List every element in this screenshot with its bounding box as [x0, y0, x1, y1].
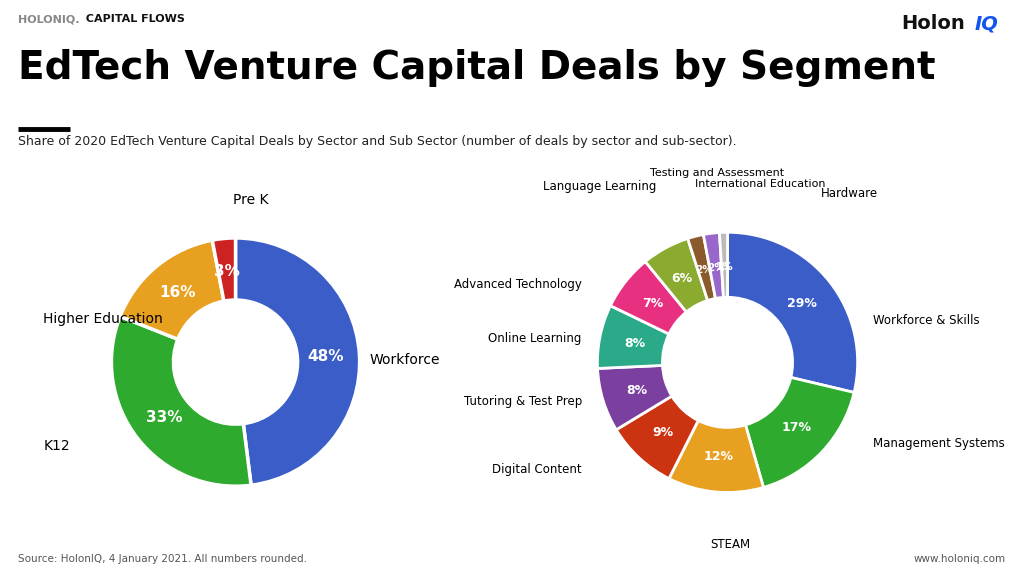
Text: Workforce & Skills: Workforce & Skills — [873, 314, 980, 327]
Text: EdTech Venture Capital Deals by Segment: EdTech Venture Capital Deals by Segment — [18, 49, 936, 87]
Text: Holon: Holon — [901, 14, 965, 33]
Wedge shape — [616, 396, 698, 479]
Text: 16%: 16% — [160, 285, 196, 300]
Text: 8%: 8% — [626, 383, 647, 397]
Wedge shape — [669, 421, 764, 492]
Text: Advanced Technology: Advanced Technology — [454, 278, 582, 291]
Text: 1%: 1% — [716, 262, 733, 273]
Text: Hardware: Hardware — [821, 187, 879, 200]
Text: 29%: 29% — [787, 297, 817, 310]
Text: 12%: 12% — [703, 451, 733, 463]
Text: Language Learning: Language Learning — [543, 180, 656, 193]
Wedge shape — [720, 232, 727, 297]
Text: Pre K: Pre K — [232, 193, 268, 207]
Wedge shape — [703, 232, 724, 298]
Text: 48%: 48% — [307, 349, 344, 364]
Wedge shape — [598, 366, 672, 430]
Wedge shape — [212, 238, 236, 301]
Text: International Education: International Education — [695, 179, 825, 189]
Text: 2%: 2% — [695, 265, 713, 276]
Text: 33%: 33% — [145, 410, 182, 425]
Wedge shape — [727, 232, 858, 393]
Text: 3%: 3% — [214, 265, 240, 280]
Text: Management Systems: Management Systems — [873, 437, 1005, 449]
Wedge shape — [597, 306, 669, 369]
Text: STEAM: STEAM — [710, 538, 751, 551]
Wedge shape — [645, 239, 708, 312]
Text: Source: HolonIQ, 4 January 2021. All numbers rounded.: Source: HolonIQ, 4 January 2021. All num… — [18, 554, 307, 564]
Text: 17%: 17% — [781, 421, 811, 435]
Text: Higher Education: Higher Education — [43, 312, 163, 325]
Text: HOLONIQ.: HOLONIQ. — [18, 14, 80, 24]
Text: IQ: IQ — [975, 14, 998, 33]
Text: 6%: 6% — [672, 273, 693, 285]
Text: Online Learning: Online Learning — [488, 332, 582, 346]
Text: 9%: 9% — [652, 425, 674, 439]
Text: www.holoniq.com: www.holoniq.com — [913, 554, 1006, 564]
Text: Workforce: Workforce — [370, 352, 440, 367]
Text: CAPITAL FLOWS: CAPITAL FLOWS — [82, 14, 184, 24]
Wedge shape — [120, 240, 224, 339]
Wedge shape — [610, 262, 686, 334]
Text: 2%: 2% — [707, 263, 725, 273]
Wedge shape — [112, 316, 251, 486]
Text: K12: K12 — [43, 440, 70, 453]
Wedge shape — [745, 378, 854, 487]
Text: Share of 2020 EdTech Venture Capital Deals by Sector and Sub Sector (number of d: Share of 2020 EdTech Venture Capital Dea… — [18, 135, 737, 148]
Text: 8%: 8% — [624, 337, 645, 350]
Wedge shape — [688, 235, 716, 300]
Text: Testing and Assessment: Testing and Assessment — [650, 168, 784, 177]
Wedge shape — [236, 238, 359, 485]
Text: 7%: 7% — [642, 297, 664, 310]
Text: Tutoring & Test Prep: Tutoring & Test Prep — [464, 395, 582, 408]
Text: Digital Content: Digital Content — [493, 463, 582, 476]
